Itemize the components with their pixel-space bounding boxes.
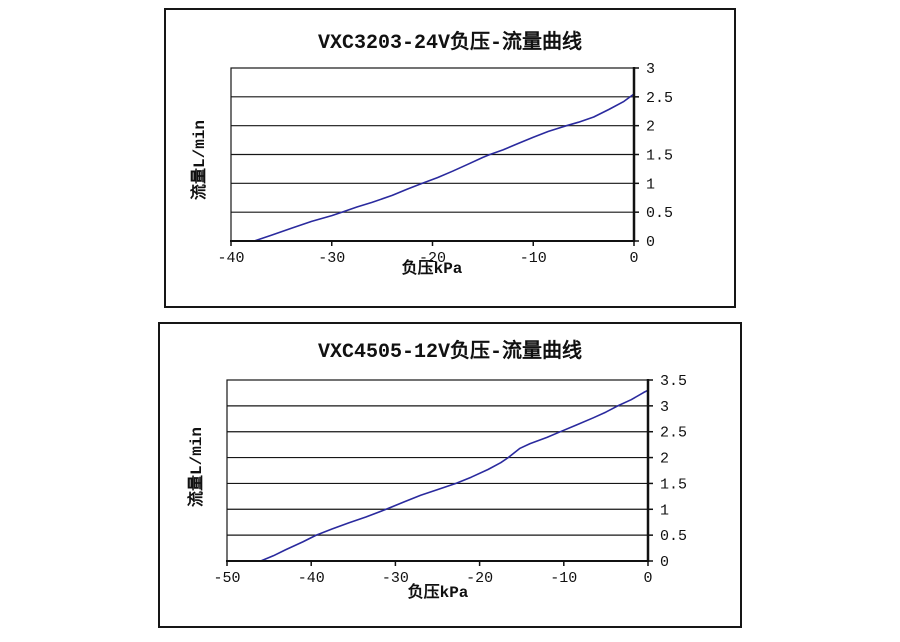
plot-canvas: -40 -30 -20 -10 00 0.5 1 1.5 2 2.5 3 [217,61,673,267]
y-tick-label: 1.5 [660,476,687,493]
plot-border [226,379,649,562]
chart-panel-vxc3203: -40 -30 -20 -10 0 0 0.5 1 1.5 2 2.5 3 VXC3203-24V负压… [164,8,736,308]
x-axis-label: 负压kPa [401,260,463,278]
y-axis-label: 流量L/min [188,426,206,508]
x-tick-label: -10 [550,570,577,587]
y-tick-label: 2.5 [646,90,673,107]
x-axis-label: 负压kPa [407,584,469,602]
x-tick-label: -30 [318,250,345,267]
x-tick-label: 0 [629,250,638,267]
chart-title: VXC3203-24V负压-流量曲线 [317,32,583,55]
chart-title: VXC4505-12V负压-流量曲线 [317,341,583,364]
y-tick-label: 2 [660,451,669,468]
y-tick-label: 0.5 [660,528,687,545]
y-tick-label: 1.5 [646,148,673,165]
y-tick-label: 1 [660,502,669,519]
plot-canvas: -50 -40 -30 -20 -10 00 0.5 1 1.5 2 2.5 3 3.5 [213,373,687,587]
y-axis-label: 流量L/min [191,119,209,201]
chart-panel-vxc4505: -50 -40 -30 -20 -10 0 0 0.5 1 1.5 2 2.5 3 3.5 VXC4505… [158,322,742,628]
x-tick-label: -40 [217,250,244,267]
y-tick-label: 1 [646,176,655,193]
flow-curve [253,93,635,242]
y-tick-label: 0 [646,234,655,251]
x-tick-label: -30 [382,570,409,587]
y-tick-label: 3 [646,61,655,78]
x-tick-label: -20 [466,570,493,587]
y-tick-label: 3 [660,399,669,416]
x-tick-label: -10 [520,250,547,267]
y-tick-label: 2 [646,119,655,136]
x-tick-label: -40 [298,570,325,587]
x-tick-label: 0 [643,570,652,587]
x-tick-label: -20 [419,250,446,267]
y-tick-label: 2.5 [660,425,687,442]
y-tick-label: 0 [660,554,669,571]
y-tick-label: 3.5 [660,373,687,390]
x-tick-label: -50 [213,570,240,587]
y-tick-label: 0.5 [646,205,673,222]
flow-curve [259,389,649,562]
